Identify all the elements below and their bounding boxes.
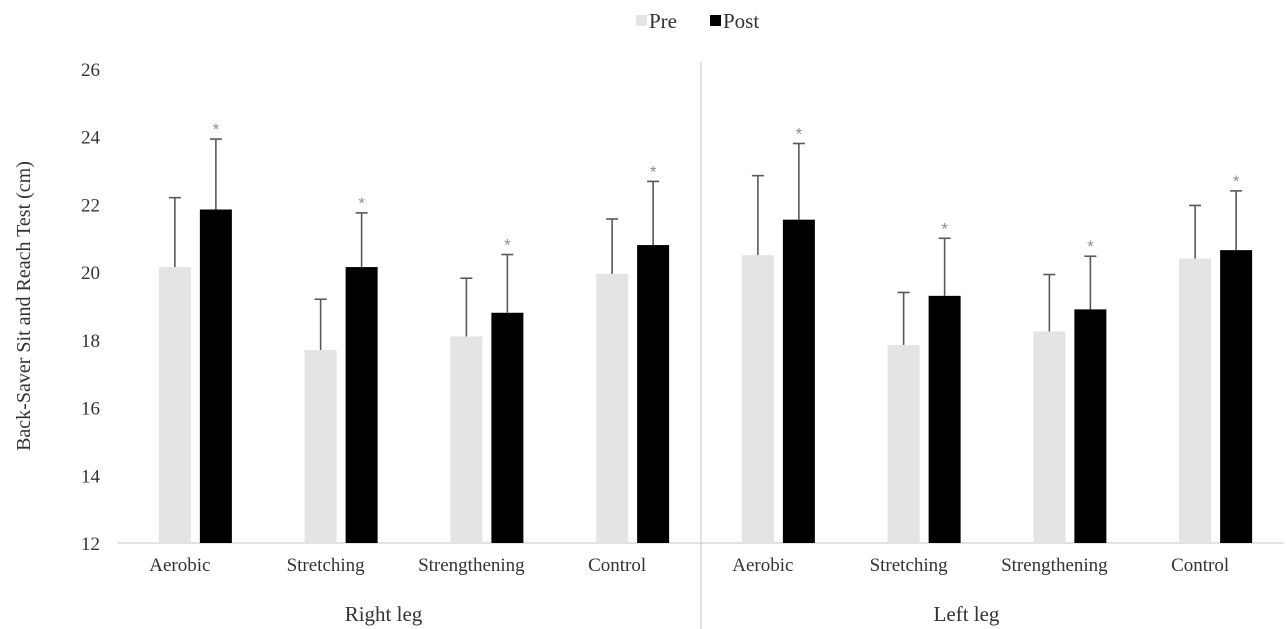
bar-post: [928, 295, 961, 543]
bar-post: [491, 312, 524, 543]
significance-marker: *: [213, 120, 220, 139]
x-category-label: Aerobic: [732, 555, 793, 576]
y-axis-title: Back-Saver Sit and Reach Test (cm): [13, 161, 35, 451]
bar-pre: [450, 336, 483, 543]
bar-post: [1074, 309, 1107, 543]
significance-marker: *: [358, 194, 365, 213]
bar-pre: [887, 344, 920, 543]
significance-marker: *: [650, 162, 657, 181]
bar-pre: [1179, 258, 1212, 543]
y-tick-label: 20: [81, 263, 100, 284]
y-tick-label: 22: [81, 195, 100, 216]
bar-post: [637, 245, 670, 544]
significance-marker: *: [1233, 172, 1240, 191]
bar-pre: [741, 255, 774, 543]
x-group-label: Left leg: [934, 602, 1000, 626]
x-category-label: Stretching: [287, 555, 366, 576]
y-tick-label: 14: [81, 466, 101, 487]
y-tick-label: 24: [81, 128, 101, 149]
bar-post: [1220, 250, 1253, 543]
x-category-label: Strengthening: [1001, 555, 1108, 576]
legend-label-post: Post: [723, 9, 759, 33]
legend-label-pre: Pre: [649, 9, 677, 33]
x-category-label: Stretching: [870, 555, 949, 576]
bar-post: [345, 267, 378, 543]
x-group-label: Right leg: [345, 602, 423, 626]
significance-marker: *: [504, 236, 511, 255]
y-tick-label: 12: [81, 534, 100, 555]
x-category-label: Aerobic: [149, 555, 210, 576]
significance-marker: *: [941, 219, 948, 238]
x-category-label: Strengthening: [418, 555, 525, 576]
bar-post: [782, 219, 815, 543]
bar-post: [199, 209, 232, 543]
y-tick-label: 18: [81, 331, 100, 352]
significance-marker: *: [1087, 237, 1094, 256]
x-category-label: Control: [588, 555, 646, 576]
significance-marker: *: [796, 124, 803, 143]
y-tick-label: 16: [81, 399, 100, 420]
bar-pre: [158, 267, 191, 543]
legend-swatch-post: [710, 15, 721, 26]
x-category-label: Control: [1171, 555, 1229, 576]
bar-pre: [304, 350, 337, 543]
bar-pre: [1033, 331, 1066, 543]
bar-pre: [596, 273, 629, 543]
legend-swatch-pre: [636, 15, 647, 26]
y-tick-label: 26: [81, 60, 100, 81]
